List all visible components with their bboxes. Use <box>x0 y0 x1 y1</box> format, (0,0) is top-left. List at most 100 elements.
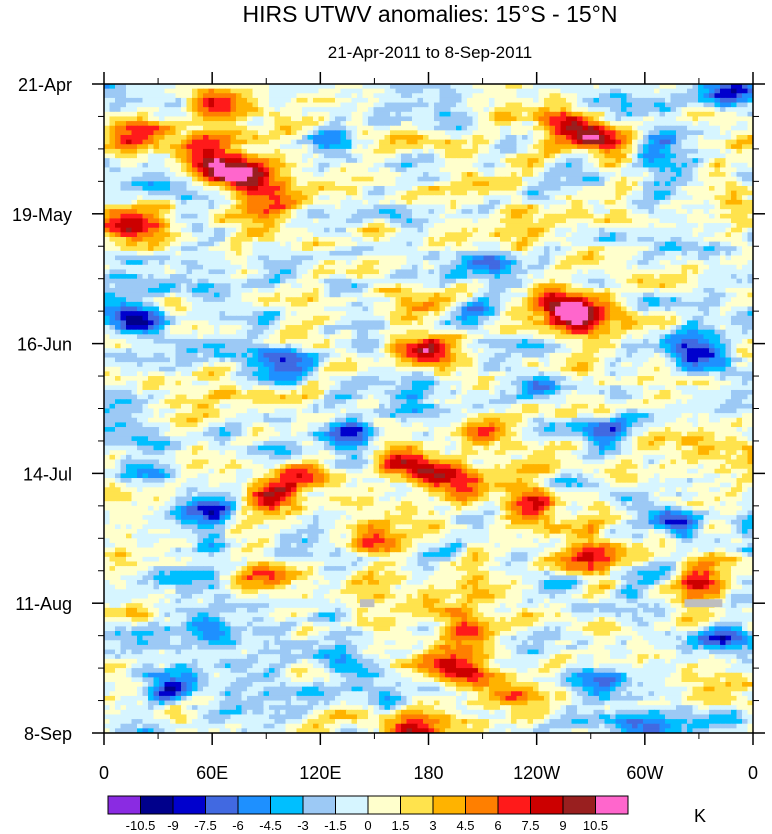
field-cell <box>335 209 342 215</box>
field-cell <box>560 88 567 94</box>
field-cell <box>637 185 644 192</box>
field-cell <box>197 121 204 127</box>
field-cell <box>208 232 215 238</box>
field-cell <box>588 97 595 104</box>
field-cell <box>571 199 578 206</box>
field-cell <box>665 130 672 136</box>
field-cell <box>665 227 672 233</box>
field-cell <box>208 167 215 173</box>
field-cell <box>494 185 501 192</box>
field-cell <box>582 260 589 266</box>
field-cell <box>599 84 606 90</box>
field-cell <box>731 130 738 136</box>
field-cell <box>203 130 210 136</box>
field-cell <box>720 116 727 122</box>
field-cell <box>516 116 523 122</box>
field-cell <box>599 241 606 247</box>
field-cell <box>104 246 111 252</box>
field-cell <box>522 204 529 210</box>
field-cell <box>137 158 144 164</box>
field-cell <box>390 88 397 94</box>
field-cell <box>714 185 721 192</box>
field-cell <box>533 264 540 271</box>
field-cell <box>522 88 529 94</box>
field-cell <box>709 130 716 136</box>
field-cell <box>186 213 193 220</box>
field-cell <box>439 185 446 192</box>
field-cell <box>742 139 749 145</box>
field-cell <box>318 185 325 192</box>
field-cell <box>175 130 182 136</box>
field-cell <box>560 144 567 150</box>
field-cell <box>742 250 749 257</box>
field-cell <box>395 158 402 164</box>
field-cell <box>654 213 661 220</box>
field-cell <box>599 176 606 182</box>
field-cell <box>368 241 375 247</box>
field-cell <box>219 111 226 118</box>
field-cell <box>610 181 617 187</box>
field-cell <box>214 264 221 271</box>
field-cell <box>269 97 276 104</box>
field-cell <box>549 232 556 238</box>
field-cell <box>725 148 732 155</box>
field-cell <box>478 209 485 215</box>
field-cell <box>335 144 342 150</box>
field-cell <box>346 204 353 210</box>
field-cell <box>626 84 633 90</box>
field-cell <box>544 134 551 141</box>
field-cell <box>461 199 468 206</box>
field-cell <box>538 121 545 127</box>
field-cell <box>516 260 523 266</box>
field-cell <box>731 139 738 145</box>
field-cell <box>489 93 496 99</box>
field-cell <box>439 255 446 261</box>
field-cell <box>533 227 540 233</box>
field-cell <box>346 93 353 99</box>
field-cell <box>412 84 419 90</box>
field-cell <box>373 199 380 206</box>
field-cell <box>714 190 721 196</box>
field-cell <box>582 97 589 104</box>
field-cell <box>742 223 749 229</box>
field-cell <box>109 176 116 182</box>
field-cell <box>665 162 672 169</box>
field-cell <box>269 218 276 224</box>
field-cell <box>318 255 325 261</box>
field-cell <box>560 236 567 243</box>
field-cell <box>434 102 441 108</box>
field-cell <box>109 195 116 201</box>
field-cell <box>703 218 710 224</box>
field-cell <box>681 227 688 233</box>
field-cell <box>720 227 727 233</box>
field-cell <box>280 125 287 131</box>
field-cell <box>346 130 353 136</box>
field-cell <box>175 274 182 280</box>
field-cell <box>725 199 732 206</box>
field-cell <box>186 88 193 94</box>
field-cell <box>203 148 210 155</box>
field-cell <box>153 255 160 261</box>
field-cell <box>489 102 496 108</box>
field-cell <box>417 93 424 99</box>
field-cell <box>340 93 347 99</box>
field-cell <box>109 130 116 136</box>
field-cell <box>621 162 628 169</box>
field-cell <box>126 162 133 169</box>
field-cell <box>258 97 265 104</box>
field-cell <box>516 144 523 150</box>
field-cell <box>208 88 215 94</box>
field-cell <box>274 204 281 210</box>
field-cell <box>274 125 281 131</box>
field-cell <box>549 269 556 275</box>
field-cell <box>203 204 210 210</box>
field-cell <box>164 246 171 252</box>
field-cell <box>159 236 166 243</box>
field-cell <box>291 102 298 108</box>
field-cell <box>709 139 716 145</box>
field-cell <box>489 167 496 173</box>
field-cell <box>643 107 650 113</box>
field-cell <box>181 93 188 99</box>
field-cell <box>566 236 573 243</box>
field-cell <box>153 227 160 233</box>
